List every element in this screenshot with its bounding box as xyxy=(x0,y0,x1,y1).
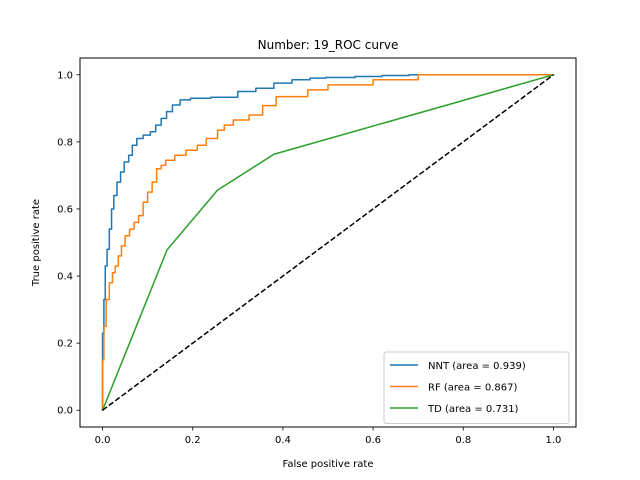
y-tick-label: 0.6 xyxy=(57,204,73,215)
y-tick-label: 0.4 xyxy=(57,272,73,283)
y-axis-label: True positive rate xyxy=(31,199,42,287)
legend-frame xyxy=(383,351,570,424)
series-line-td xyxy=(101,73,555,412)
y-tick-label: 0.8 xyxy=(57,137,73,148)
x-tick-label: 0.2 xyxy=(185,435,201,446)
y-tick-label: 1.0 xyxy=(57,70,73,81)
series-line-rf xyxy=(101,74,555,411)
legend-entry: RF (area = 0.867) xyxy=(428,383,517,394)
x-tick-label: 0.8 xyxy=(455,435,471,446)
y-tick-label: 0.2 xyxy=(57,339,73,350)
plot-area xyxy=(101,73,555,412)
chart-title: Number: 19_ROC curve xyxy=(258,38,399,52)
legend: NNT (area = 0.939) RF (area = 0.867) TD (a… xyxy=(383,351,570,424)
x-tick-label: 0.6 xyxy=(365,435,381,446)
legend-entry: NNT (area = 0.939) xyxy=(428,361,526,372)
x-axis-label: False positive rate xyxy=(283,459,374,470)
series-line-nnt xyxy=(101,74,555,411)
x-tick-label: 0.4 xyxy=(275,435,291,446)
chance-diagonal-line xyxy=(102,74,554,411)
plot-frame xyxy=(79,57,577,428)
x-tick-label: 0.0 xyxy=(95,435,111,446)
y-tick-label: 0.0 xyxy=(57,406,73,417)
legend-entry: TD (area = 0.731) xyxy=(427,404,519,415)
axis-ticks: 0.0 0.2 0.4 0.6 0.8 1.0 0.0 0.2 0.4 0.6 0.8 1.0 xyxy=(57,70,561,446)
x-tick-label: 1.0 xyxy=(546,435,562,446)
